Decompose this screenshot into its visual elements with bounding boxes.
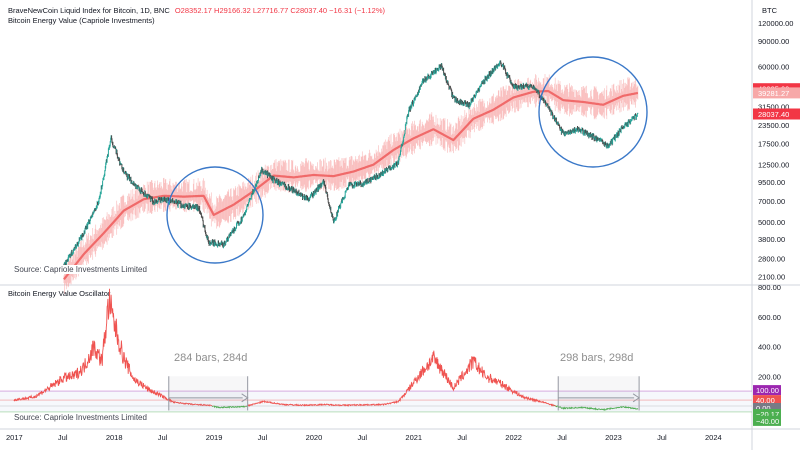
source-label-oscillator: Source: Capriole Investments Limited	[13, 413, 148, 422]
price-axis-tick-label: 60000.00	[758, 62, 789, 71]
oscillator-badge-label: 40.00	[756, 396, 775, 405]
oscillator-badge-label: 0.00	[756, 404, 771, 413]
time-axis-tick-label: Jul	[258, 433, 268, 442]
oscillator-line-segment	[555, 405, 639, 411]
price-axis-tick-label: 9500.00	[758, 178, 785, 187]
time-axis-tick-label: 2021	[405, 433, 422, 442]
price-badge	[753, 108, 800, 120]
price-badge-label: 39281.27	[758, 89, 789, 98]
price-axis-tick-label: 12500.00	[758, 161, 789, 170]
oscillator-line-segment	[211, 405, 214, 407]
time-axis-tick-label: 2024	[705, 433, 722, 442]
oscillator-line-segment	[245, 405, 248, 407]
price-axis-tick-label: 17500.00	[758, 140, 789, 149]
oscillator-line-segment	[247, 350, 555, 407]
price-axis-tick-label: 2800.00	[758, 254, 785, 263]
oscillator-badge-label: −20.17	[756, 410, 779, 419]
date-range-tool-2[interactable]	[557, 376, 641, 411]
oscillator-axis-tick-label: 200.00	[758, 372, 781, 381]
date-range-fill	[168, 376, 248, 411]
time-axis-tick-label: 2017	[6, 433, 23, 442]
time-axis-tick-label: Jul	[557, 433, 567, 442]
price-axis-tick-label: 120000.00	[758, 19, 793, 28]
date-range-fill	[558, 376, 640, 411]
oscillator-badge	[753, 385, 781, 396]
time-axis-tick-label: Jul	[358, 433, 368, 442]
ohlc-values: O28352.17 H29166.32 L27716.77 C28037.40 …	[174, 6, 386, 15]
price-axis-tick-label: 7000.00	[758, 197, 785, 206]
oscillator-line-segment	[213, 405, 246, 409]
time-axis-tick-label: 2019	[206, 433, 223, 442]
price-axis-tick-label: 23500.00	[758, 121, 789, 130]
date-range-tool-1[interactable]	[168, 376, 249, 411]
date-range-arrow-head	[241, 393, 249, 403]
indicator-label: Bitcoin Energy Value (Capriole Investmen…	[8, 16, 155, 25]
oscillator-badge	[753, 403, 781, 413]
oscillator-badge-label: 100.00	[756, 386, 779, 395]
chart-legend: BraveNewCoin Liquid Index for Bitcoin, 1…	[8, 6, 385, 15]
time-axis-tick-label: Jul	[457, 433, 467, 442]
price-axis-tick-label: 2100.00	[758, 272, 785, 281]
time-axis-tick-label: 2018	[106, 433, 123, 442]
price-axis-tick-label: 31500.00	[758, 103, 789, 112]
oscillator-line-segment	[13, 288, 213, 407]
oscillator-axis-tick-label: 800.00	[758, 283, 781, 292]
range-label-2: 298 bars, 298d	[560, 352, 634, 364]
time-axis-tick-label: Jul	[657, 433, 667, 442]
oscillator-badge	[753, 409, 781, 419]
oscillator-badge-label: −40.00	[756, 417, 779, 426]
price-badge-label: 28037.40	[758, 110, 789, 119]
price-axis-tick-label: 5000.00	[758, 218, 785, 227]
source-label-price: Source: Capriole Investments Limited	[13, 265, 148, 274]
currency-unit-label: BTC	[762, 6, 777, 15]
time-axis-tick-label: 2023	[605, 433, 622, 442]
oscillator-axis-tick-label: 600.00	[758, 313, 781, 322]
oscillator-badge	[753, 395, 781, 406]
time-axis-tick-label: 2022	[505, 433, 522, 442]
time-axis-tick-label: 2020	[306, 433, 323, 442]
highlight-circle-2019[interactable]	[166, 166, 264, 264]
time-axis-tick-label: Jul	[158, 433, 168, 442]
price-badge	[753, 87, 800, 99]
symbol-label: BraveNewCoin Liquid Index for Bitcoin, 1…	[8, 6, 170, 15]
date-range-arrow-head	[632, 393, 641, 403]
oscillator-badge	[753, 415, 781, 426]
oscillator-axis-tick-label: 400.00	[758, 343, 781, 352]
range-label-1: 284 bars, 284d	[174, 352, 248, 364]
highlight-circle-2022[interactable]	[538, 56, 648, 168]
price-axis-tick-label: 90000.00	[758, 37, 789, 46]
oscillator-line-segment	[554, 404, 557, 407]
price-axis-tick-label: 3800.00	[758, 235, 785, 244]
oscillator-band	[0, 391, 752, 412]
oscillator-title: Bitcoin Energy Value Oscillator	[8, 289, 111, 298]
time-axis-tick-label: Jul	[58, 433, 68, 442]
